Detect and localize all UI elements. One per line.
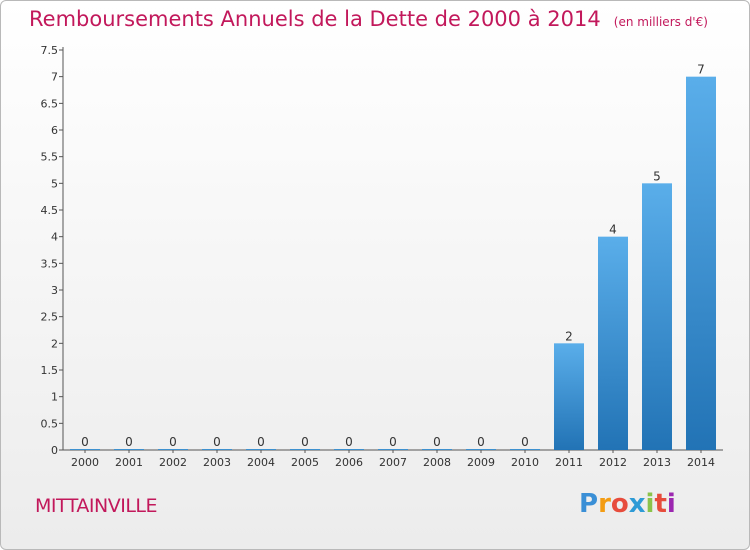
data-label: 0 xyxy=(213,435,221,449)
axes: 0 0.5 1 1.5 2 2.5 3 3.5 4 4.5 5 5.5 6 6.5 7 7.5 xyxy=(41,44,723,457)
data-label: 5 xyxy=(653,169,661,183)
x-tick-label: 2001 xyxy=(115,456,143,469)
chart-title: Remboursements Annuels de la Dette de 20… xyxy=(29,7,601,31)
x-tick-label: 2013 xyxy=(643,456,671,469)
y-tick-label: 5 xyxy=(51,177,58,190)
bars xyxy=(70,76,716,451)
bar xyxy=(598,236,628,450)
data-label: 0 xyxy=(257,435,265,449)
x-tick-label: 2014 xyxy=(687,456,715,469)
data-label: 0 xyxy=(345,435,353,449)
data-label: 0 xyxy=(433,435,441,449)
bar xyxy=(202,449,232,450)
logo-letter: x xyxy=(628,489,646,519)
y-tick-label: 0 xyxy=(51,444,58,457)
x-tick-label: 2002 xyxy=(159,456,187,469)
bar xyxy=(114,449,144,450)
x-tick-label: 2004 xyxy=(247,456,275,469)
chart-subtitle: (en milliers d'€) xyxy=(613,15,708,29)
x-tick-label: 2006 xyxy=(335,456,363,469)
labels: 2000020010200202003020040200502006020070… xyxy=(71,63,715,469)
data-label: 0 xyxy=(81,435,89,449)
bar xyxy=(246,449,276,450)
y-tick-label: 6 xyxy=(51,124,58,137)
y-tick-label: 7 xyxy=(51,71,58,84)
logo-letter: P xyxy=(579,489,599,519)
y-tick-label: 3.5 xyxy=(41,257,59,270)
logo-letter: t xyxy=(654,489,667,519)
logo-letter: i xyxy=(666,489,676,519)
x-tick-label: 2010 xyxy=(511,456,539,469)
logo-letter: r xyxy=(598,489,611,519)
data-label: 2 xyxy=(565,329,573,343)
y-tick-label: 1.5 xyxy=(41,364,59,377)
data-label: 0 xyxy=(125,435,133,449)
y-tick-label: 6.5 xyxy=(41,97,59,110)
data-label: 0 xyxy=(389,435,397,449)
bar xyxy=(554,343,584,450)
bar xyxy=(70,449,100,450)
data-label: 7 xyxy=(697,63,705,77)
data-label: 0 xyxy=(169,435,177,449)
data-label: 0 xyxy=(477,435,485,449)
y-tick-label: 7.5 xyxy=(41,44,59,57)
y-tick-label: 5.5 xyxy=(41,151,59,164)
x-tick-label: 2000 xyxy=(71,456,99,469)
x-tick-label: 2007 xyxy=(379,456,407,469)
logo-letter: o xyxy=(610,489,629,519)
y-tick-label: 2.5 xyxy=(41,311,59,324)
bar xyxy=(422,449,452,450)
data-label: 4 xyxy=(609,223,617,237)
proxiti-logo[interactable]: Proxiti xyxy=(579,489,676,519)
x-tick-label: 2012 xyxy=(599,456,627,469)
bar xyxy=(334,449,364,450)
x-tick-label: 2009 xyxy=(467,456,495,469)
y-tick-label: 4.5 xyxy=(41,204,59,217)
data-label: 0 xyxy=(521,435,529,449)
commune-name: MITTAINVILLE xyxy=(35,495,158,517)
data-label: 0 xyxy=(301,435,309,449)
bar xyxy=(466,449,496,450)
bar xyxy=(290,449,320,450)
y-tick-label: 4 xyxy=(51,231,58,244)
x-tick-label: 2008 xyxy=(423,456,451,469)
x-tick-label: 2011 xyxy=(555,456,583,469)
x-tick-label: 2003 xyxy=(203,456,231,469)
bar xyxy=(642,183,672,451)
x-tick-label: 2005 xyxy=(291,456,319,469)
logo-letter: i xyxy=(645,489,655,519)
bar xyxy=(378,449,408,450)
y-tick-label: 2 xyxy=(51,337,58,350)
bar xyxy=(510,449,540,450)
y-tick-label: 1 xyxy=(51,391,58,404)
y-tick-label: 0.5 xyxy=(41,417,59,430)
bar xyxy=(158,449,188,450)
bar xyxy=(686,76,716,451)
title-row: Remboursements Annuels de la Dette de 20… xyxy=(29,7,708,31)
y-tick-label: 3 xyxy=(51,284,58,297)
